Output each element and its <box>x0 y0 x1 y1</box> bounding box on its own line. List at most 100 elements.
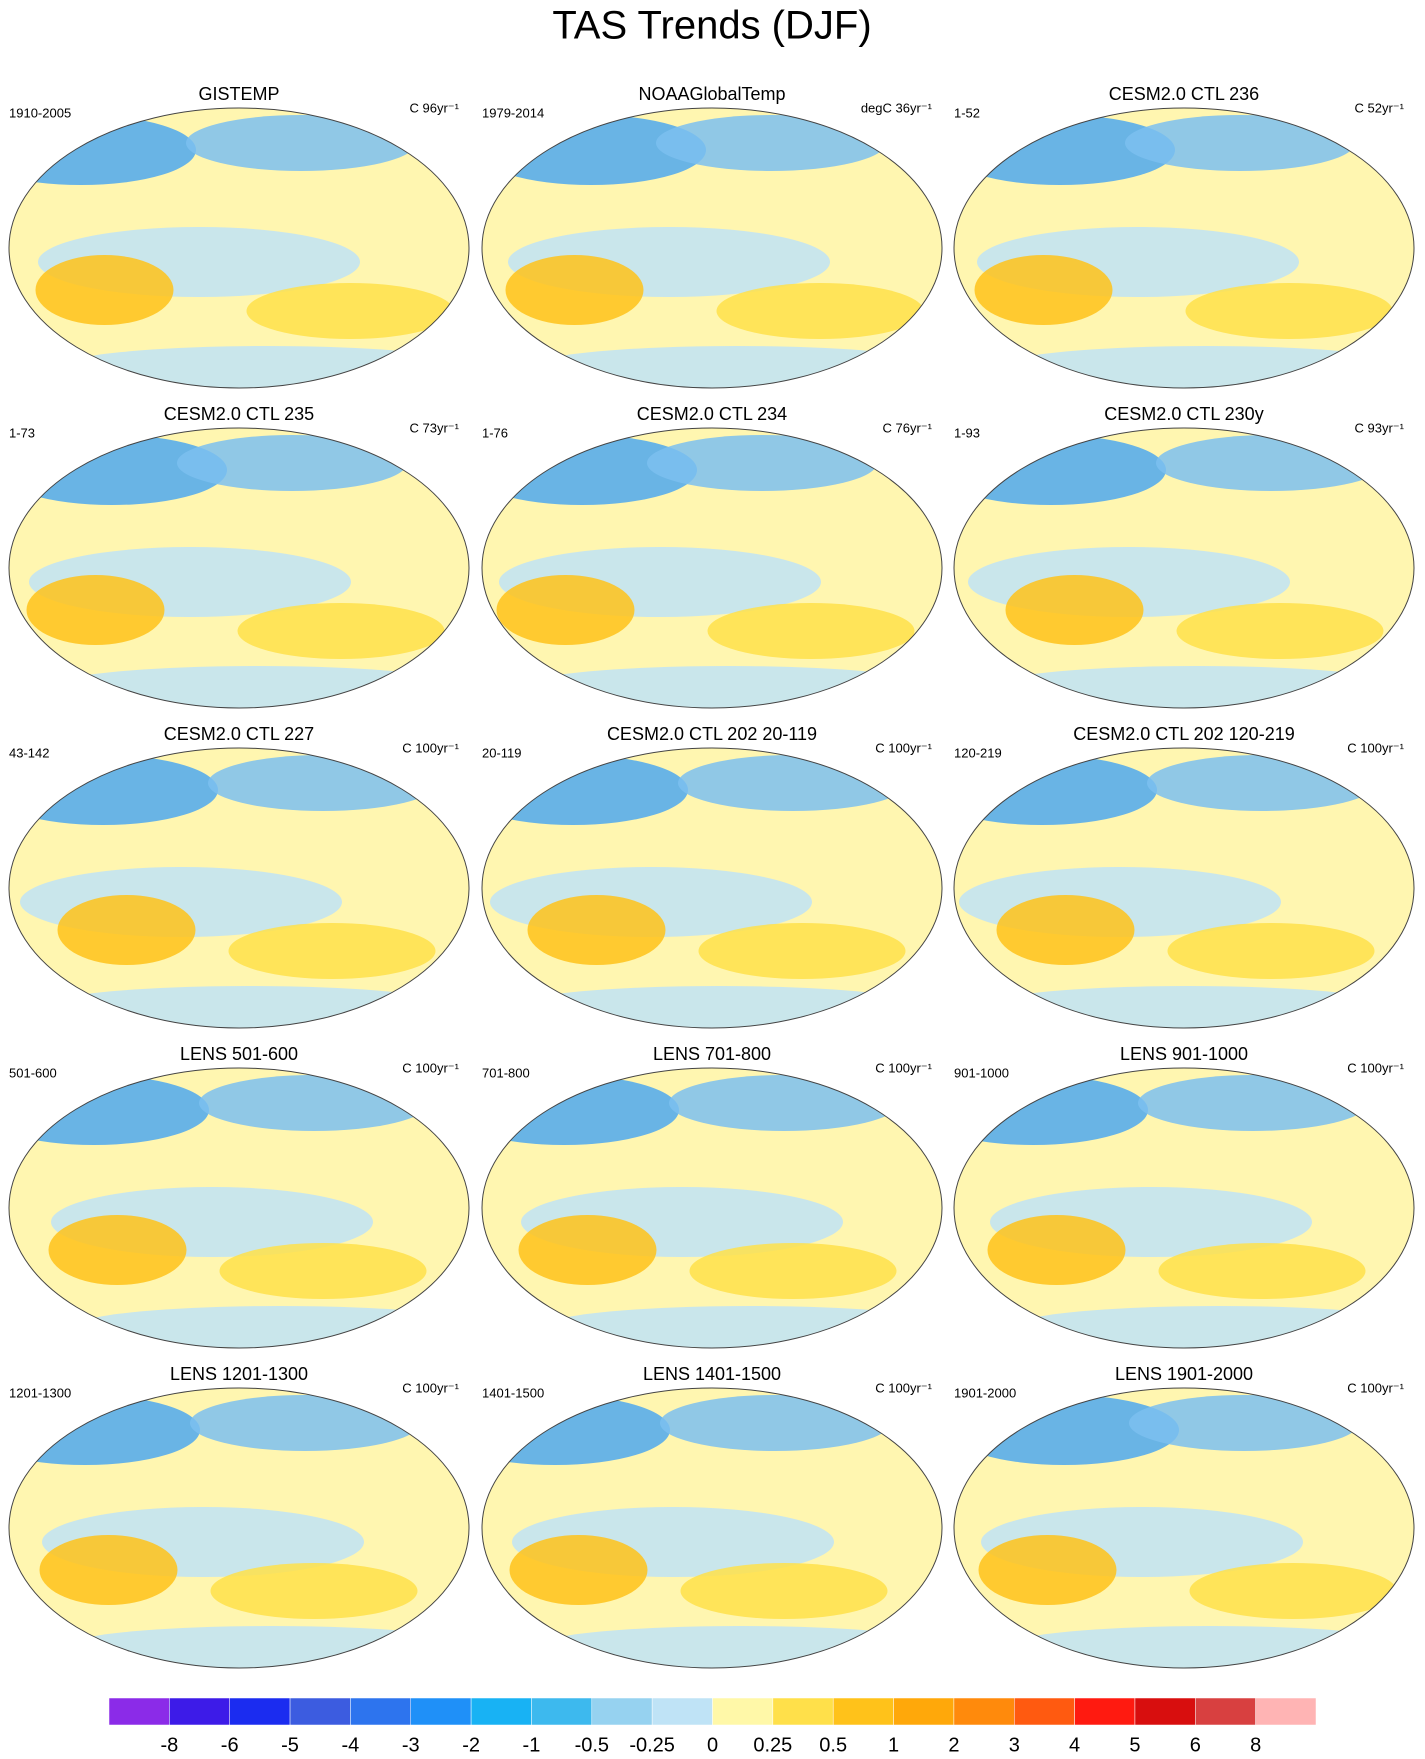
colorbar-box <box>169 1697 230 1726</box>
field-blob <box>177 435 407 491</box>
panel-left-label: 1401-1500 <box>482 1385 544 1400</box>
map-outline <box>8 1387 470 1669</box>
field-blob <box>1129 1395 1359 1451</box>
field-blob <box>48 1215 187 1285</box>
colorbar-box <box>1014 1697 1075 1726</box>
colorbar-label: 0.25 <box>753 1734 792 1756</box>
panel-title: CESM2.0 CTL 227 <box>164 724 314 744</box>
field-blob <box>978 1535 1117 1605</box>
colorbar-label: 5 <box>1129 1734 1140 1756</box>
field-blob <box>1005 575 1144 645</box>
panel-right-label: C 100yr⁻¹ <box>875 1060 932 1075</box>
map-outline <box>953 747 1415 1029</box>
field-blob <box>954 1075 1148 1145</box>
panel-left-label: 901-1000 <box>954 1065 1009 1080</box>
field-blob <box>190 1395 420 1451</box>
map-outline <box>8 1067 470 1349</box>
panel-left-label: 501-600 <box>9 1065 57 1080</box>
colorbar-box <box>1255 1697 1317 1726</box>
field-blob <box>60 346 469 388</box>
field-blob <box>1147 755 1377 811</box>
field-blob <box>57 895 196 965</box>
colorbar-box <box>1134 1697 1196 1726</box>
panel-title: CESM2.0 CTL 202 20-119 <box>607 724 817 744</box>
field-blob <box>543 1306 942 1348</box>
colorbar-label: 0 <box>707 1734 718 1756</box>
map-field <box>954 435 1404 708</box>
panel-title: CESM2.0 CTL 236 <box>1109 84 1259 104</box>
field-blob <box>527 895 666 965</box>
panel-right-label: C 73yr⁻¹ <box>410 420 460 435</box>
panel-left-label: 1-76 <box>482 425 508 440</box>
field-blob <box>974 255 1113 325</box>
field-blob <box>246 283 454 339</box>
map-outline <box>953 427 1415 709</box>
field-blob <box>482 1075 679 1145</box>
panel-right-label: C 100yr⁻¹ <box>402 740 459 755</box>
field-blob <box>35 255 174 325</box>
field-blob <box>496 575 635 645</box>
colorbar-box <box>832 1697 894 1726</box>
panel-left-label: 1-52 <box>954 105 980 120</box>
panel-title: LENS 1401-1500 <box>643 1364 781 1384</box>
panel-right-label: C 100yr⁻¹ <box>402 1380 459 1395</box>
field-blob <box>512 986 926 1028</box>
panel-left-label: 1201-1300 <box>9 1385 71 1400</box>
field-blob <box>990 666 1404 708</box>
field-blob <box>509 1535 648 1605</box>
field-blob <box>707 603 915 659</box>
field-blob <box>521 666 935 708</box>
colorbar-box <box>591 1697 653 1726</box>
panel-title: LENS 701-800 <box>653 1044 771 1064</box>
field-blob <box>1003 1626 1414 1668</box>
panel-right-label: degC 36yr⁻¹ <box>861 100 933 115</box>
colorbar-box <box>1074 1697 1136 1726</box>
field-blob <box>1156 435 1386 491</box>
field-blob <box>647 435 877 491</box>
colorbar-label: 3 <box>1009 1734 1020 1756</box>
field-blob <box>954 435 1166 505</box>
field-blob <box>199 1075 429 1131</box>
colorbar-label: -2 <box>462 1734 480 1756</box>
colorbar-label: -8 <box>160 1734 178 1756</box>
field-blob <box>981 986 1395 1028</box>
field-blob <box>482 755 688 825</box>
panel-right-label: C 96yr⁻¹ <box>410 100 460 115</box>
panel-right-label: C 100yr⁻¹ <box>1347 740 1404 755</box>
field-blob <box>26 575 165 645</box>
field-blob <box>1176 603 1384 659</box>
figure-title: TAS Trends (DJF) <box>552 4 871 48</box>
panel-title: NOAAGlobalTemp <box>638 84 785 104</box>
field-blob <box>534 1626 942 1668</box>
field-blob <box>208 755 438 811</box>
colorbar-label: 2 <box>948 1734 959 1756</box>
map-field <box>9 755 456 1028</box>
field-blob <box>482 1395 670 1465</box>
field-blob <box>210 1563 418 1619</box>
panel-left-label: 20-119 <box>482 745 522 760</box>
colorbar-label: -3 <box>402 1734 420 1756</box>
field-blob <box>186 115 416 171</box>
colorbar-box <box>953 1697 1015 1726</box>
map-outline <box>8 747 470 1029</box>
field-blob <box>1167 923 1375 979</box>
map-outline <box>8 427 470 709</box>
panel-right-label: C 93yr⁻¹ <box>1355 420 1405 435</box>
field-blob <box>1158 1243 1366 1299</box>
field-blob <box>660 1395 890 1451</box>
colorbar-box <box>108 1697 170 1726</box>
panel-right-label: C 100yr⁻¹ <box>875 1380 932 1395</box>
colorbar-label: -1 <box>523 1734 541 1756</box>
field-blob <box>987 1215 1126 1285</box>
panel-right-label: C 100yr⁻¹ <box>402 1060 459 1075</box>
panel-right-label: C 100yr⁻¹ <box>1347 1060 1404 1075</box>
colorbar-box <box>531 1697 593 1726</box>
field-blob <box>51 666 465 708</box>
field-blob <box>1138 1075 1368 1131</box>
field-blob <box>698 923 906 979</box>
panel-title: LENS 1201-1300 <box>170 1364 308 1384</box>
field-blob <box>1189 1563 1397 1619</box>
map-field <box>954 115 1413 388</box>
field-blob <box>518 1215 657 1285</box>
